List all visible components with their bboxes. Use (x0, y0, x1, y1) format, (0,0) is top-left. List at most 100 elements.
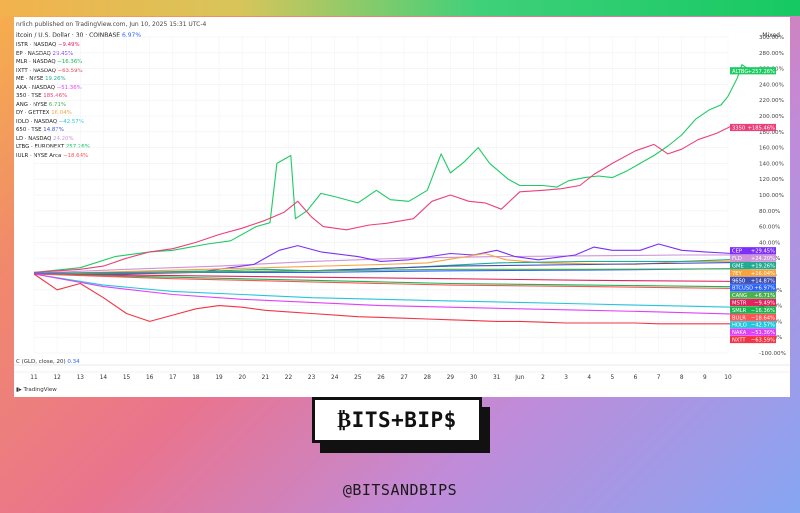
price-tag-value: −16.36% (751, 308, 775, 314)
legend-row[interactable]: LD · NASDAQ 24.20% (16, 135, 90, 144)
tradingview-wordmark: TradingView (23, 387, 57, 393)
y-tick-label: 200.00% (759, 114, 784, 120)
price-tag-symbol: GME (732, 264, 744, 270)
price-tag-symbol: 7EY (732, 271, 743, 277)
legend-symbol: 350 · TSE (16, 93, 44, 99)
legend-value: 16.04% (51, 110, 72, 116)
price-tag-symbol: CANG (732, 293, 747, 299)
price-tag-bg (730, 306, 776, 314)
y-tick-label: 300.00% (759, 35, 784, 41)
brand-logo: ₿ITS+BIP$ (312, 397, 490, 453)
legend-value: −9.49% (57, 42, 80, 48)
legend-symbol: EP · NASDAQ (16, 50, 51, 57)
price-tag-value: +185.46% (748, 125, 775, 131)
x-tick-label: 5 (610, 375, 614, 381)
publisher-line: nrlich published on TradingView.com, Jun… (16, 21, 207, 28)
legend-value: 24.20% (53, 135, 74, 142)
y-tick-label: 100.00% (759, 193, 784, 199)
price-tag-value: +24.20% (751, 256, 775, 262)
x-tick-label: 22 (285, 375, 293, 381)
legend-row[interactable]: IXTT · NASDAQ −63.59% (16, 67, 90, 76)
x-tick-label: 15 (123, 375, 131, 381)
y-tick-label: 60.00% (759, 225, 780, 231)
scale-mode-label[interactable]: Mixed (762, 32, 780, 39)
legend-symbol: DY · GETTEX (16, 110, 52, 116)
x-tick-label: Jun (514, 375, 524, 381)
x-tick-label: 9 (703, 375, 707, 381)
legend-row[interactable]: LTBG · EURONEXT 257.26% (16, 143, 90, 152)
price-tag-fld: FLD +24.20% (730, 254, 776, 262)
x-tick-label: 14 (100, 375, 108, 381)
main-symbol: itcoin / U.S. Dollar · 30 · COINBASE (16, 32, 121, 39)
y-tick-label: 240.00% (759, 82, 784, 88)
social-handle[interactable]: @BITSANDBIPS (342, 481, 458, 499)
x-tick-label: 7 (657, 375, 661, 381)
price-tag-symbol: BULR (732, 315, 746, 321)
x-tick-label: 27 (400, 375, 408, 381)
price-tag-7ey: 7EY +16.04% (730, 269, 776, 277)
legend-value: 14.87% (43, 127, 64, 133)
price-tag-bg (730, 284, 776, 292)
price-tag-bg (730, 247, 776, 255)
legend-symbol: ISTR · NASDAQ (16, 42, 58, 48)
legend-symbol: 650 · TSE (16, 127, 44, 133)
legend-row[interactable]: 650 · TSE 14.87% (16, 126, 90, 135)
legend-row[interactable]: DY · GETTEX 16.04% (16, 109, 90, 118)
x-tick-label: 10 (724, 375, 732, 381)
y-tick-label: 160.00% (759, 146, 784, 152)
price-tag-3350: 3350 +185.46% (730, 123, 776, 131)
price-tag-cang: CANG +6.71% (730, 291, 776, 299)
price-tag-bg (730, 313, 776, 321)
price-tag-bg (730, 328, 776, 336)
chart-title: itcoin / U.S. Dollar · 30 · COINBASE 6.9… (16, 32, 141, 39)
legend-row[interactable]: IOLO · NASDAQ −42.57% (16, 118, 90, 127)
price-tag-value: −42.57% (751, 323, 775, 329)
price-tag-bg (730, 276, 776, 284)
x-tick-label: 4 (587, 375, 591, 381)
legend-row[interactable]: AKA · NASDAQ −51.36% (16, 84, 90, 93)
series-line-3350 (33, 124, 752, 273)
price-tag-symbol: 3350 (732, 125, 745, 131)
brand-logo-text: ₿ITS+BIP$ (337, 407, 457, 432)
price-tag-bulr: BULR −18.64% (730, 313, 776, 321)
series-line-holo (33, 273, 752, 309)
x-tick-label: 26 (377, 375, 385, 381)
price-tag-bg (730, 321, 776, 329)
x-tick-label: 31 (493, 375, 501, 381)
price-tag-value: −9.49% (754, 301, 775, 307)
legend-symbol: IOLO · NASDAQ (16, 118, 59, 125)
series-line-bulr (33, 273, 752, 290)
price-tag-value: +6.97% (754, 286, 775, 292)
price-tag-symbol: SMLR (732, 308, 747, 314)
price-tag-holo: HOLO −42.57% (730, 321, 776, 329)
x-tick-label: 3 (564, 375, 568, 381)
x-tick-label: 25 (354, 375, 362, 381)
legend-value: 185.46% (43, 93, 68, 99)
series-line-altbg (33, 64, 752, 273)
price-tag-value: +14.87% (751, 278, 775, 284)
legend-row[interactable]: ISTR · NASDAQ −9.49% (16, 41, 90, 50)
price-tag-value: −51.36% (751, 330, 775, 336)
legend-row[interactable]: ANG · NYSE 6.71% (16, 101, 90, 110)
price-tag-value: +257.26% (748, 69, 775, 75)
legend-row[interactable]: EP · NASDAQ 29.45% (16, 50, 90, 59)
legend-row[interactable]: ME · NYSE 19.26% (16, 75, 90, 84)
price-tag-mstr: MSTR −9.49% (730, 298, 776, 307)
y-tick-label: 280.00% (759, 51, 784, 57)
legend-row[interactable]: 350 · TSE 185.46% (16, 92, 90, 101)
price-tag-symbol: HOLO (732, 323, 747, 329)
x-tick-label: 21 (262, 375, 270, 381)
price-tag-symbol: 9650 (732, 278, 745, 284)
legend-value: −18.64% (63, 152, 89, 159)
oscillator-label: C (GLD, close, 20) 0.34 (16, 359, 80, 365)
legend-row[interactable]: IULR · NYSE Arca −18.64% (16, 152, 90, 161)
y-tick-label: 220.00% (759, 98, 784, 104)
legend-symbol: AKA · NASDAQ (16, 84, 57, 91)
price-tag-symbol: ALTBG (732, 69, 748, 75)
legend-value: 6.71% (48, 101, 67, 108)
price-tag-symbol: NAKA (732, 330, 747, 336)
price-tag-bg (730, 254, 776, 262)
legend-row[interactable]: MLR · NASDAQ −16.36% (16, 58, 90, 67)
series-line-cep (34, 243, 752, 275)
x-tick-label: 2 (541, 375, 545, 381)
